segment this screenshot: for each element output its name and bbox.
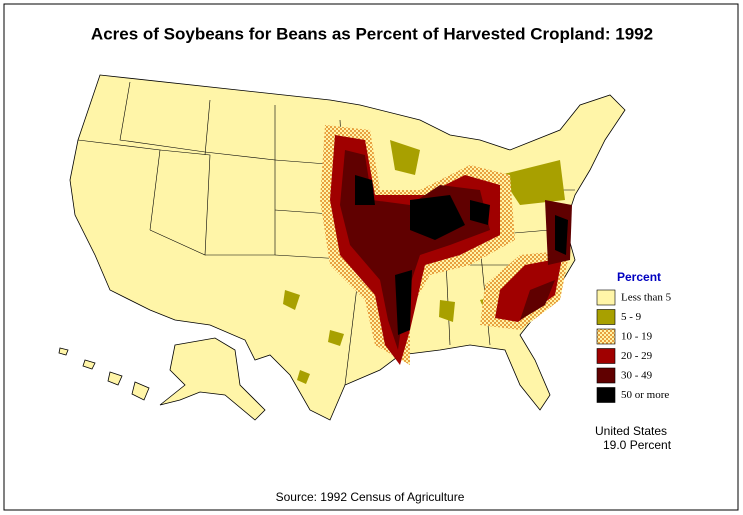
- legend-title: Percent: [617, 270, 661, 284]
- soybean-region: [355, 175, 375, 205]
- legend-label: 10 - 19: [621, 331, 653, 343]
- legend-label: 20 - 29: [621, 350, 653, 362]
- land: [131, 381, 150, 401]
- soybean-region: [520, 280, 555, 320]
- legend-label: 5 - 9: [621, 311, 642, 323]
- legend-label: 50 or more: [621, 389, 669, 401]
- soybean-region: [555, 215, 568, 255]
- land: [82, 359, 96, 370]
- map-title: Acres of Soybeans for Beans as Percent o…: [91, 24, 653, 43]
- legend-swatch: [596, 348, 616, 364]
- legend-swatch: [596, 387, 616, 403]
- state-line: [204, 99, 211, 156]
- legend-swatch: [596, 328, 616, 345]
- soybean-region: [470, 200, 490, 225]
- soybean-region: [283, 290, 300, 310]
- soybean-region: [500, 160, 565, 205]
- soybean-region: [328, 330, 344, 346]
- source-note: Source: 1992 Census of Agriculture: [276, 490, 465, 504]
- soybean-region: [495, 258, 562, 322]
- legend-label: 30 - 49: [621, 370, 653, 382]
- legend-label: Less than 5: [621, 292, 672, 304]
- soybean-region: [410, 195, 465, 240]
- legend-swatch: [596, 367, 616, 384]
- summary-value: 19.0 Percent: [603, 438, 672, 452]
- soybean-region: [390, 140, 420, 175]
- soybean-region: [439, 300, 455, 322]
- us-map: [58, 74, 626, 421]
- soybean-region: [297, 370, 310, 384]
- soybean-region: [395, 270, 412, 335]
- land: [58, 347, 69, 356]
- legend-swatch: [596, 289, 616, 306]
- state-line: [119, 81, 206, 153]
- legend: Percent Less than 5 5 - 9 10 - 19 20 - 29 30…: [596, 270, 672, 403]
- land: [107, 371, 123, 386]
- state-line: [149, 149, 211, 256]
- summary-label: United States: [595, 424, 667, 438]
- state-line: [204, 151, 276, 256]
- land: [159, 337, 266, 421]
- legend-swatch: [596, 309, 616, 325]
